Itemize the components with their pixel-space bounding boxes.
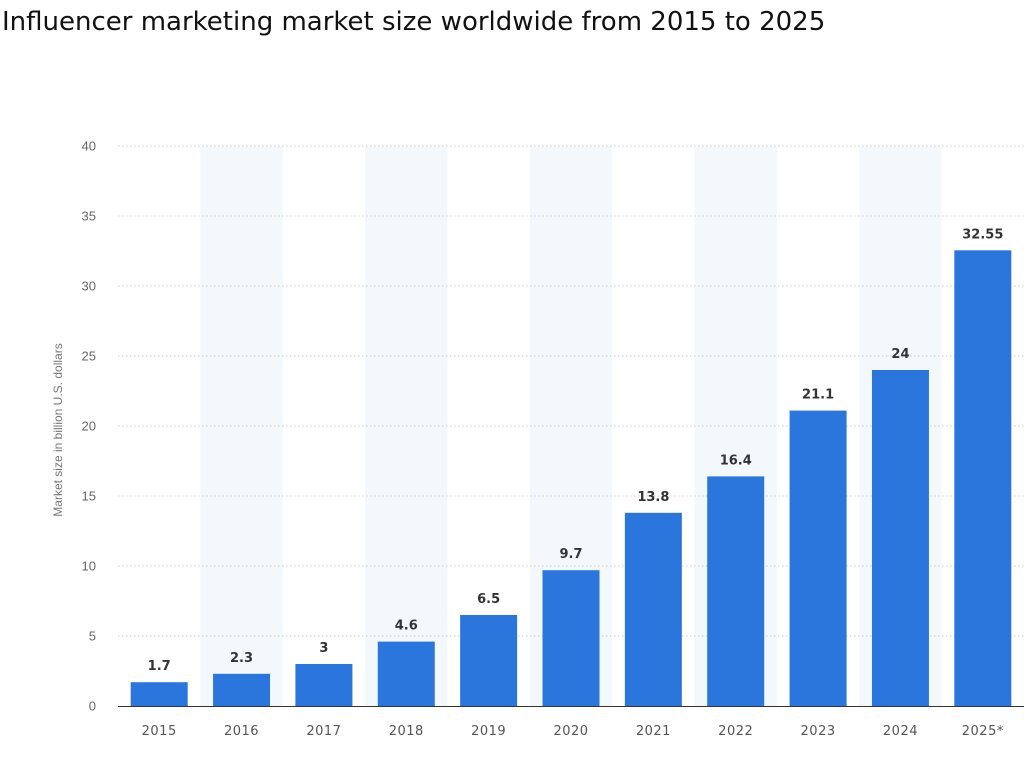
y-axis-title: Market size in billion U.S. dollars	[51, 343, 65, 516]
y-tick-label: 0	[89, 699, 96, 714]
data-label: 6.5	[477, 592, 500, 607]
bar-2015	[130, 682, 188, 706]
data-label: 13.8	[637, 490, 669, 505]
y-axis-ticks: 0 5 10 15 20 25 30 35 40	[82, 139, 96, 714]
y-tick-label: 5	[89, 629, 96, 644]
data-label: 24	[891, 347, 909, 362]
data-label: 32.55	[962, 227, 1003, 242]
bar-2021	[624, 512, 682, 706]
data-label: 3	[319, 641, 328, 656]
x-tick-label: 2017	[306, 724, 341, 739]
x-axis-ticks: 2015 2016 2017 2018 2019 2020 2021 2022 2023 2024…	[142, 724, 1004, 739]
data-label: 4.6	[395, 619, 418, 634]
data-labels: 1.7 2.3 3 4.6 6.5 9.7 13.8 16.4 21.1 24 32.55	[148, 227, 1004, 674]
x-tick-label: 2024	[883, 724, 918, 739]
x-tick-label: 2016	[224, 724, 259, 739]
y-tick-label: 40	[82, 139, 96, 154]
y-tick-label: 15	[82, 489, 96, 504]
bar-2024	[871, 370, 929, 706]
bar-2016	[213, 673, 271, 706]
x-tick-label: 2020	[553, 724, 588, 739]
data-label: 2.3	[230, 651, 253, 666]
data-label: 9.7	[559, 547, 582, 562]
x-tick-label: 2019	[471, 724, 506, 739]
y-tick-label: 10	[82, 559, 96, 574]
data-label: 16.4	[720, 453, 752, 468]
y-tick-label: 20	[82, 419, 96, 434]
data-label: 21.1	[802, 388, 834, 403]
x-tick-label: 2021	[636, 724, 671, 739]
y-tick-label: 25	[82, 349, 96, 364]
bar-2025	[954, 250, 1012, 707]
bar-2022	[707, 476, 765, 706]
x-tick-label: 2025*	[962, 724, 1004, 739]
y-tick-label: 30	[82, 279, 96, 294]
x-tick-label: 2015	[142, 724, 177, 739]
bar-2017	[295, 664, 353, 706]
x-tick-label: 2022	[718, 724, 753, 739]
bar-2020	[542, 570, 600, 706]
chart-title: Influencer marketing market size worldwi…	[2, 7, 826, 37]
bar-2018	[377, 641, 435, 706]
bar-2019	[460, 615, 518, 706]
x-tick-label: 2023	[801, 724, 836, 739]
y-tick-label: 35	[82, 209, 96, 224]
bars	[130, 250, 1012, 707]
bar-2023	[789, 410, 847, 706]
data-label: 1.7	[148, 659, 171, 674]
x-tick-label: 2018	[389, 724, 424, 739]
